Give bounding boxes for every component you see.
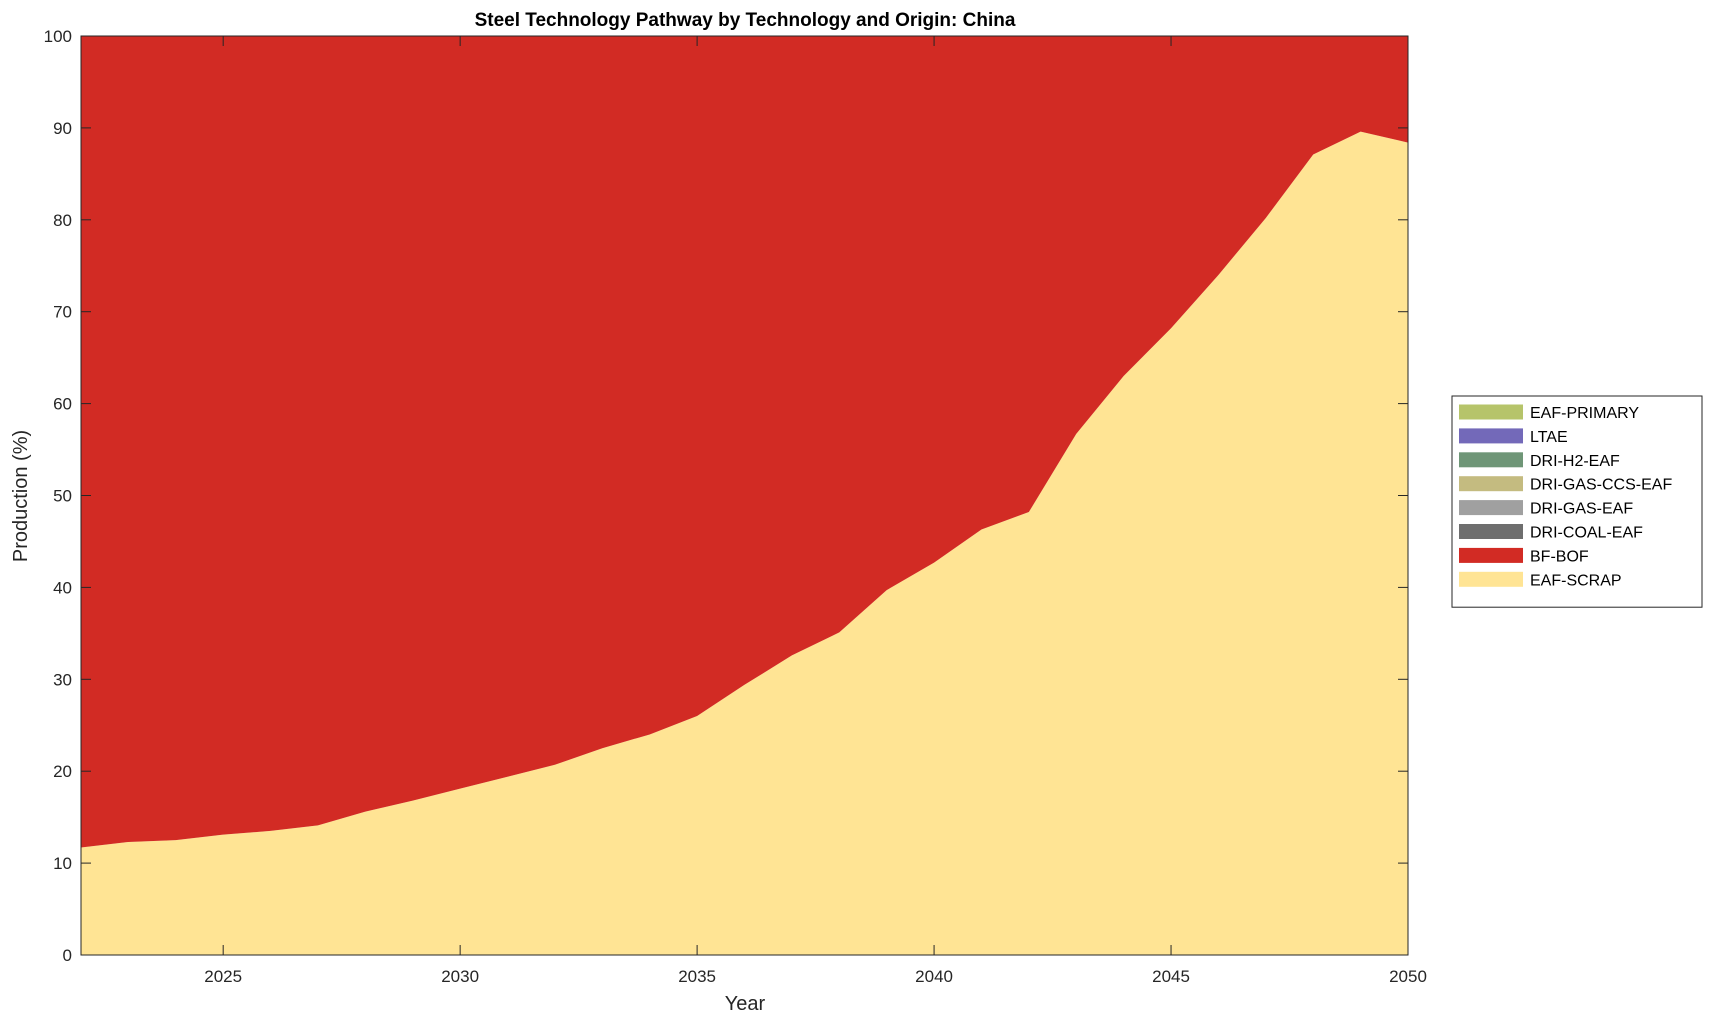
x-tick-label: 2030 — [441, 967, 479, 986]
legend-label-eaf-primary: EAF-PRIMARY — [1530, 405, 1639, 422]
y-axis-title: Production (%) — [10, 430, 32, 562]
x-tick-label: 2035 — [678, 967, 716, 986]
y-tick-label: 90 — [53, 119, 72, 138]
y-tick-label: 30 — [53, 670, 72, 689]
x-tick-label: 2025 — [204, 967, 242, 986]
y-tick-label: 50 — [53, 487, 72, 506]
legend-swatch-eaf-scrap — [1459, 571, 1523, 587]
legend-swatch-dri-h2-eaf — [1459, 452, 1523, 468]
legend-swatch-dri-coal-eaf — [1459, 524, 1523, 539]
y-tick-label: 40 — [53, 578, 72, 597]
legend-label-dri-h2-eaf: DRI-H2-EAF — [1530, 453, 1620, 470]
legend-label-bf-bof: BF-BOF — [1530, 548, 1589, 565]
y-tick-label: 100 — [44, 27, 72, 46]
legend-label-ltae: LTAE — [1530, 429, 1568, 446]
y-tick-label: 70 — [53, 303, 72, 322]
legend-label-eaf-scrap: EAF-SCRAP — [1530, 572, 1622, 589]
y-tick-label: 10 — [53, 854, 72, 873]
x-tick-label: 2050 — [1389, 967, 1427, 986]
y-tick-label: 60 — [53, 395, 72, 414]
area-bf-bof — [81, 36, 1408, 848]
legend-swatch-dri-gas-ccs-eaf — [1459, 476, 1523, 492]
y-tick-label: 80 — [53, 211, 72, 230]
y-tick-label: 0 — [63, 946, 72, 965]
area-eaf-scrap — [81, 131, 1408, 955]
legend: EAF-PRIMARY LTAE DRI-H2-EAF DRI-GAS-CCS-EAF… — [1451, 395, 1703, 608]
x-tick-label: 2040 — [915, 967, 953, 986]
x-axis-title: Year — [725, 993, 766, 1015]
chart-title: Steel Technology Pathway by Technology a… — [475, 10, 1016, 31]
areas-layer — [81, 36, 1408, 955]
legend-swatch-eaf-primary — [1459, 404, 1523, 420]
legend-label-dri-gas-ccs-eaf: DRI-GAS-CCS-EAF — [1530, 477, 1672, 494]
y-tick-label: 20 — [53, 762, 72, 781]
legend-swatch-ltae — [1459, 428, 1523, 444]
legend-label-dri-gas-eaf: DRI-GAS-EAF — [1530, 501, 1633, 518]
legend-swatch-bf-bof — [1459, 547, 1523, 563]
legend-swatch-dri-gas-eaf — [1459, 500, 1523, 516]
legend-label-dri-coal-eaf: DRI-COAL-EAF — [1530, 525, 1643, 542]
x-tick-label: 2045 — [1152, 967, 1190, 986]
